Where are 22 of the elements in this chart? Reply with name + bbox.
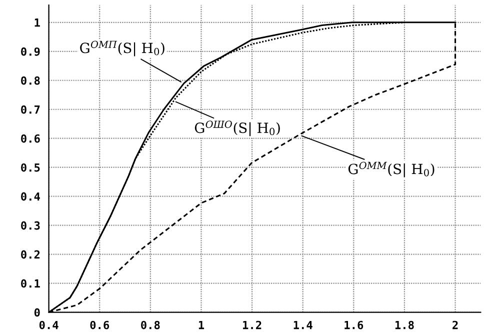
y-tick-label: 0.3 [21,221,40,230]
x-tick-label: 1.8 [395,320,414,330]
x-tick-label: 0.6 [90,320,110,330]
x-tick-label: 1 [198,320,204,330]
y-tick-label: 0.7 [21,105,40,114]
x-tick-label: 1.6 [344,320,364,330]
y-tick-label: 0.5 [21,163,40,172]
y-tick-label: 0.1 [21,279,40,288]
annotation: G$^{ОММ}$(S| H$_{0}$) [348,162,434,178]
x-tick-label: 2 [452,320,458,330]
y-tick-label: 0.8 [21,76,40,85]
y-tick-label: 0.6 [21,134,40,143]
y-tick-label: 0.4 [21,192,40,201]
annotation: G$^{ОМП}$(S| H$_{0}$) [80,40,164,56]
annotation: G$^{ОШО}$(S| H$_{0}$) [194,120,280,136]
x-tick-label: 1.2 [243,320,262,330]
y-tick-label: 1 [34,18,40,27]
x-tick-label: 0.8 [141,320,160,330]
x-tick-label: 1.4 [294,320,312,330]
y-tick-label: 0.2 [21,250,40,259]
y-tick-label: 0 [34,308,40,317]
y-tick-label: 0.9 [21,47,40,56]
